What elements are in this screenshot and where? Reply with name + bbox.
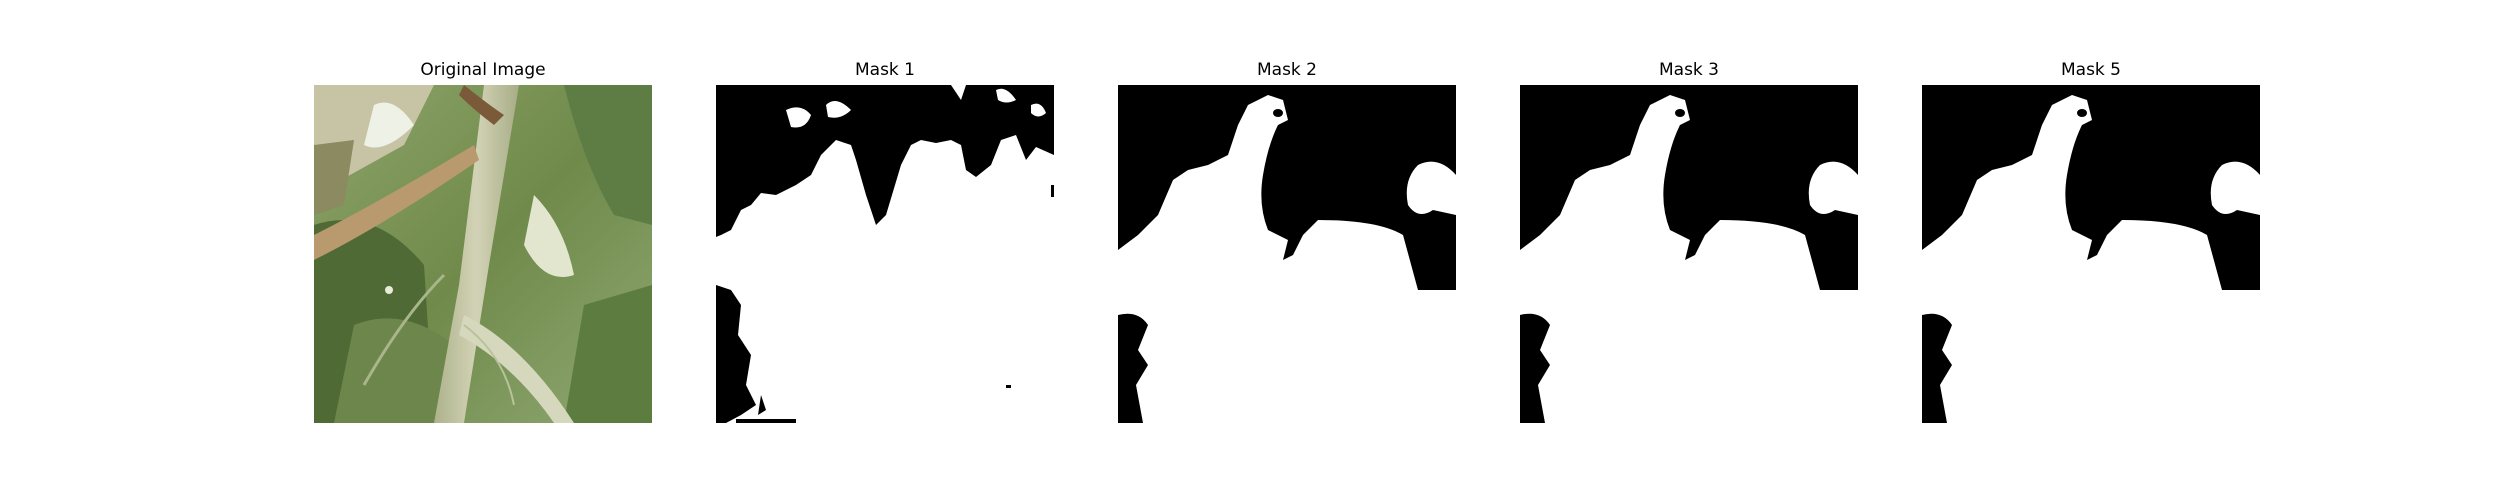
panel-title: Mask 1 [854, 60, 915, 80]
mask-5-image [1922, 85, 2260, 423]
mask-3-image [1520, 85, 1858, 423]
panel-title: Original Image [420, 60, 546, 80]
original-leaf-photo [314, 85, 652, 423]
mask-1-image [716, 85, 1054, 423]
panel-title: Mask 5 [2060, 60, 2121, 80]
panel-title: Mask 2 [1256, 60, 1317, 80]
panel-title: Mask 3 [1658, 60, 1719, 80]
mask-2-image [1118, 85, 1456, 423]
